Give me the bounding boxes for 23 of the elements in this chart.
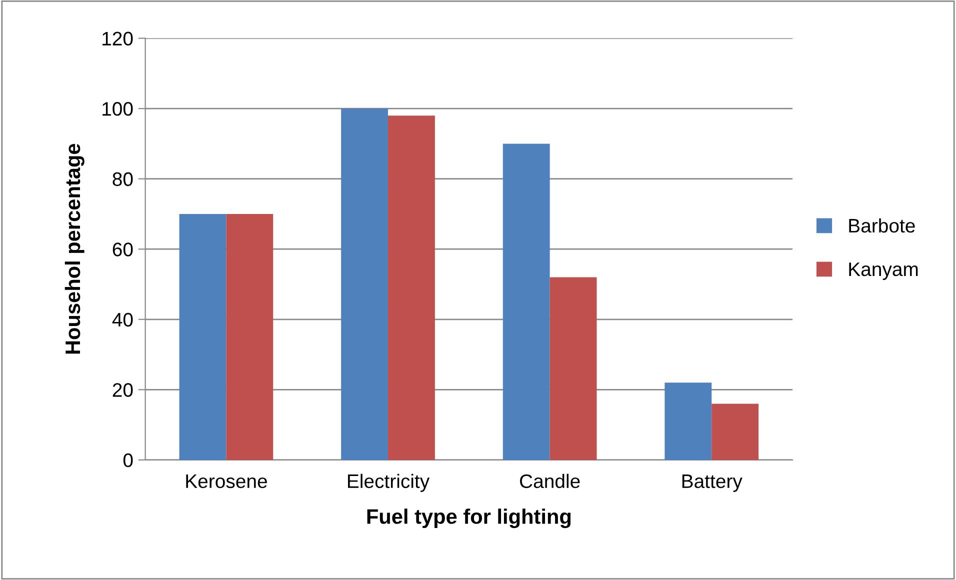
bar	[179, 214, 226, 460]
legend-label: Barbote	[849, 218, 915, 233]
y-tick-label: 100	[102, 102, 133, 116]
x-axis-title: Fuel type for lighting	[367, 508, 571, 528]
x-tick-label: Battery	[682, 474, 742, 492]
x-tick-label: Candle	[520, 474, 580, 488]
x-tick-label: Kerosene	[186, 474, 267, 488]
y-tick-label: 120	[102, 32, 133, 46]
y-axis-title: Househol percentage	[64, 144, 84, 354]
y-tick-label: 60	[112, 242, 133, 256]
bar	[712, 404, 759, 460]
bar	[226, 214, 274, 460]
y-tick-label: 40	[112, 312, 133, 327]
x-tick-label: Electricity	[348, 474, 430, 492]
bar	[341, 108, 388, 460]
bar	[502, 144, 550, 460]
bar	[664, 382, 712, 460]
y-tick-label: 0	[123, 453, 133, 468]
y-tick-label: 80	[112, 172, 133, 186]
legend-label: Kanyam	[849, 262, 918, 280]
y-tick-label: 20	[112, 383, 133, 397]
bar	[550, 277, 597, 460]
bar	[388, 116, 435, 460]
